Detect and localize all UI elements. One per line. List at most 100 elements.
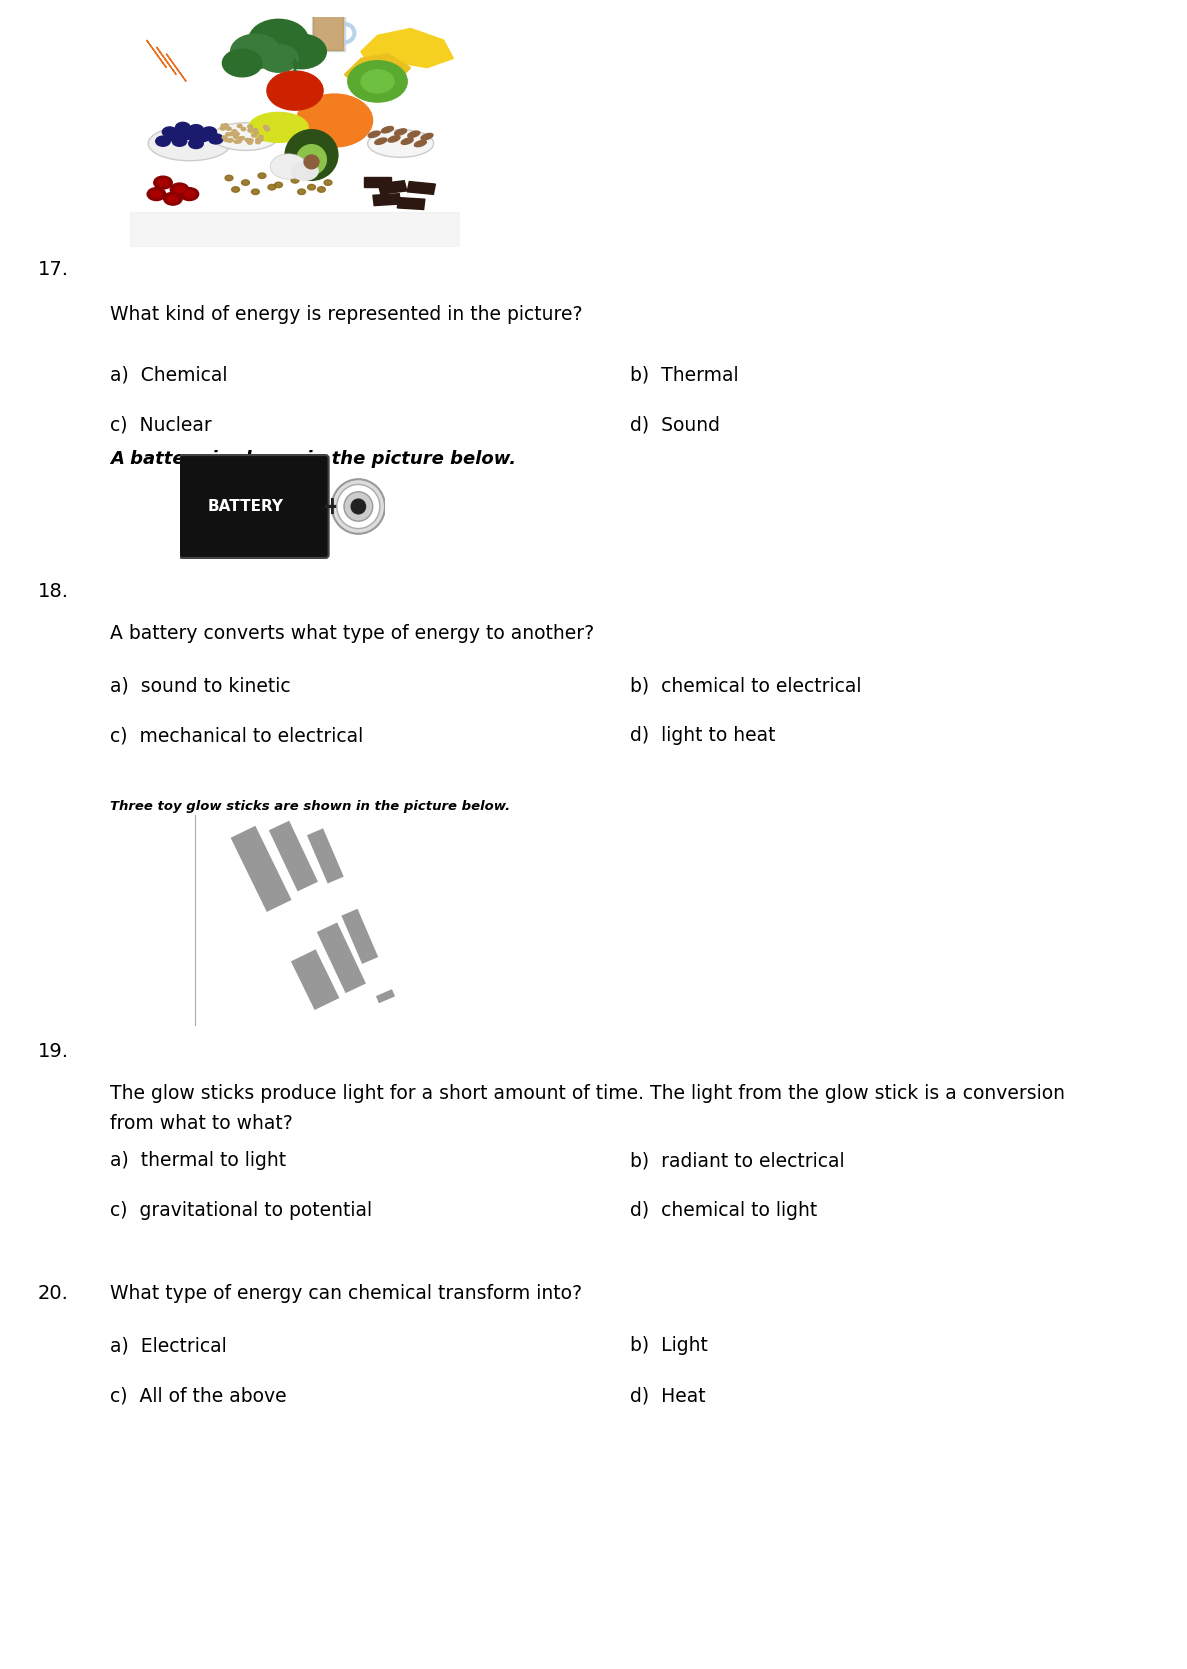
Text: d)  chemical to light: d) chemical to light (630, 1202, 818, 1220)
Circle shape (254, 130, 259, 134)
Text: A battery is shown in the picture below.: A battery is shown in the picture below. (110, 451, 516, 467)
Circle shape (229, 132, 234, 135)
Polygon shape (166, 53, 186, 82)
Circle shape (252, 189, 260, 195)
Text: 19.: 19. (38, 1041, 69, 1061)
Text: +: + (322, 494, 342, 519)
Ellipse shape (148, 127, 230, 160)
Circle shape (152, 190, 161, 197)
Ellipse shape (304, 155, 319, 169)
Text: The glow sticks produce light for a short amount of time. The light from the glo: The glow sticks produce light for a shor… (110, 1083, 1065, 1133)
Circle shape (247, 142, 252, 144)
Circle shape (189, 125, 203, 135)
Text: b)  Light: b) Light (630, 1335, 707, 1355)
Circle shape (248, 139, 253, 142)
FancyBboxPatch shape (179, 456, 329, 557)
Circle shape (241, 180, 249, 185)
Circle shape (189, 139, 203, 149)
Circle shape (155, 137, 170, 147)
Circle shape (331, 479, 385, 534)
Ellipse shape (381, 127, 393, 134)
Text: a)  Electrical: a) Electrical (110, 1335, 227, 1355)
Text: b)  chemical to electrical: b) chemical to electrical (630, 676, 862, 694)
Circle shape (231, 130, 236, 134)
Bar (407, 182, 436, 194)
Text: d)  Sound: d) Sound (630, 416, 721, 434)
Circle shape (172, 137, 186, 147)
Circle shape (267, 72, 323, 110)
Circle shape (196, 132, 210, 142)
Circle shape (268, 185, 275, 190)
Circle shape (222, 135, 227, 139)
Bar (364, 177, 391, 187)
Text: A battery converts what type of energy to another?: A battery converts what type of energy t… (110, 624, 595, 643)
Circle shape (239, 137, 242, 140)
Circle shape (231, 187, 240, 192)
Circle shape (209, 134, 223, 144)
Circle shape (255, 139, 260, 142)
Circle shape (147, 187, 166, 200)
Circle shape (253, 129, 258, 132)
Circle shape (182, 129, 197, 139)
Bar (373, 194, 400, 205)
Ellipse shape (421, 134, 433, 140)
Text: b)  Thermal: b) Thermal (630, 366, 738, 384)
Circle shape (337, 484, 380, 529)
Circle shape (291, 177, 299, 184)
Ellipse shape (401, 139, 413, 145)
Ellipse shape (375, 139, 387, 145)
Bar (313, 13, 343, 50)
Ellipse shape (368, 132, 380, 137)
Text: d)  Heat: d) Heat (630, 1385, 705, 1405)
Circle shape (277, 35, 326, 68)
Bar (311, 10, 344, 52)
Circle shape (259, 45, 298, 72)
Ellipse shape (368, 130, 433, 157)
Text: d)  light to heat: d) light to heat (630, 726, 775, 744)
Circle shape (163, 127, 177, 137)
Ellipse shape (394, 129, 407, 135)
Text: 20.: 20. (38, 1283, 69, 1303)
Polygon shape (344, 53, 411, 90)
Text: What kind of energy is represented in the picture?: What kind of energy is represented in th… (110, 305, 583, 324)
Circle shape (265, 127, 269, 130)
Bar (398, 197, 425, 210)
Circle shape (241, 127, 246, 130)
Circle shape (221, 127, 226, 130)
Circle shape (226, 175, 233, 180)
Circle shape (236, 140, 241, 144)
Circle shape (224, 139, 229, 142)
Circle shape (154, 177, 172, 189)
Polygon shape (157, 47, 176, 75)
Circle shape (184, 190, 195, 197)
Polygon shape (361, 28, 453, 68)
Ellipse shape (285, 130, 338, 180)
Circle shape (248, 129, 253, 132)
Text: a)  sound to kinetic: a) sound to kinetic (110, 676, 291, 694)
Text: 18.: 18. (38, 582, 69, 601)
Circle shape (158, 179, 167, 185)
Circle shape (258, 174, 266, 179)
Circle shape (228, 139, 233, 142)
Text: a)  thermal to light: a) thermal to light (110, 1152, 286, 1170)
Circle shape (221, 124, 226, 127)
Circle shape (344, 492, 373, 521)
Circle shape (259, 139, 264, 142)
Circle shape (237, 125, 242, 127)
Circle shape (235, 132, 239, 135)
Circle shape (271, 154, 306, 179)
Text: Three toy glow sticks are shown in the picture below.: Three toy glow sticks are shown in the p… (110, 799, 510, 813)
Circle shape (249, 20, 309, 60)
Text: What type of energy can chemical transform into?: What type of energy can chemical transfo… (110, 1283, 582, 1303)
Circle shape (240, 137, 245, 140)
Circle shape (259, 135, 264, 139)
Circle shape (233, 132, 237, 135)
Text: 17.: 17. (38, 260, 69, 279)
Circle shape (234, 140, 239, 144)
Circle shape (164, 192, 182, 205)
Circle shape (227, 139, 231, 142)
Bar (131, 212, 461, 247)
Circle shape (222, 125, 227, 129)
Circle shape (252, 134, 256, 137)
Circle shape (246, 139, 250, 142)
